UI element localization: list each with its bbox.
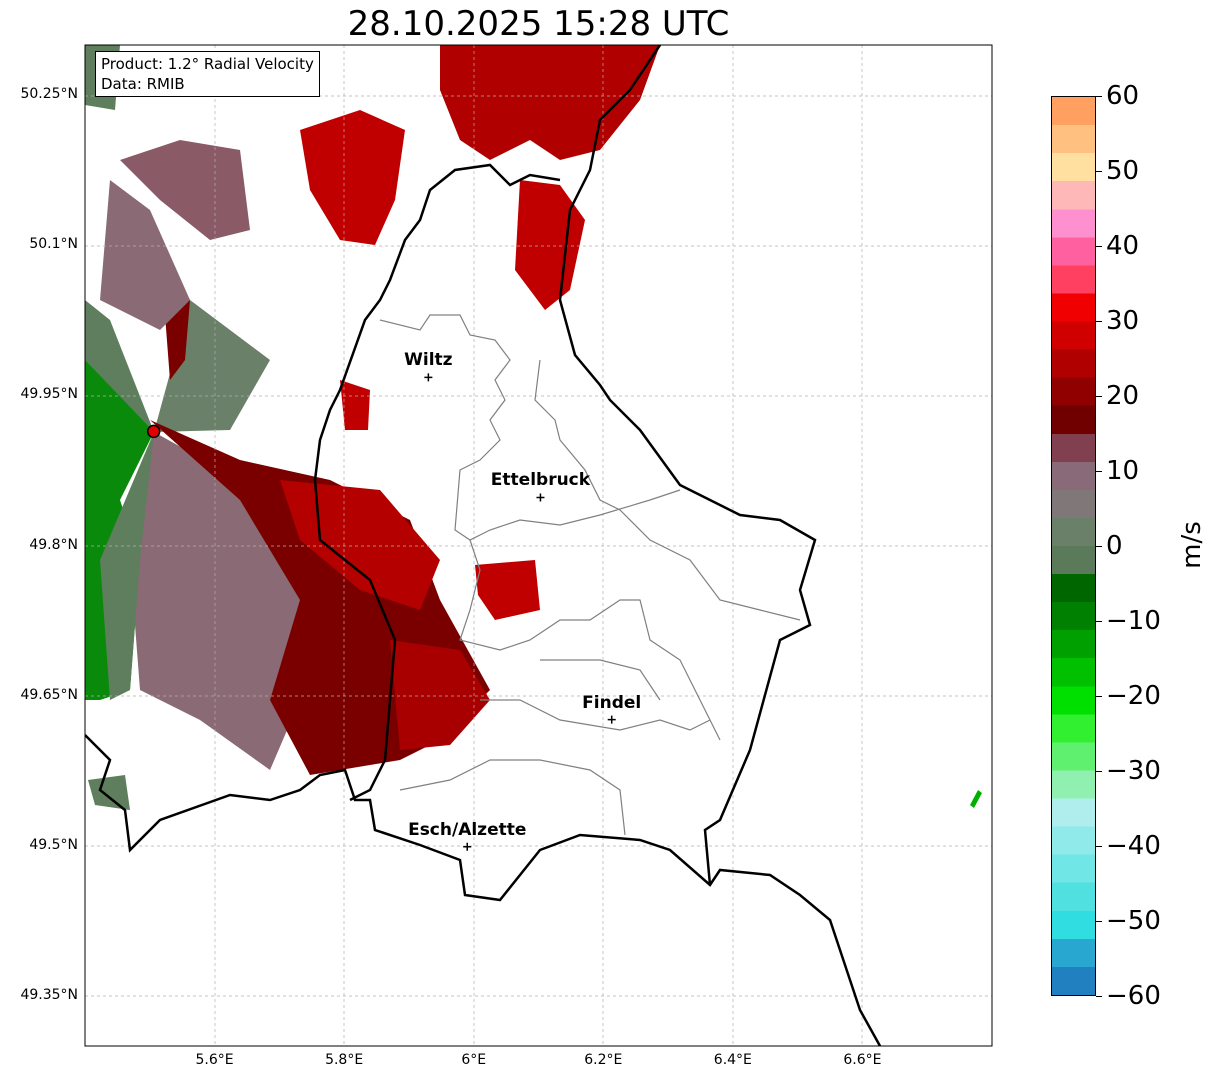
city-label: Esch/Alzette: [408, 819, 527, 840]
canton-borders: [379, 314, 681, 541]
colorbar-tick: [1096, 396, 1102, 397]
lon-tick-label: 5.8°E: [325, 1052, 364, 1068]
echo-mauve: [120, 140, 250, 240]
country-border: [313, 163, 561, 802]
colorbar-tick: [1096, 321, 1102, 322]
echo-green: [970, 790, 982, 808]
colorbar-tick-label: −50: [1106, 906, 1161, 936]
colorbar-tick-label: 40: [1106, 231, 1140, 261]
echo-red: [300, 110, 405, 245]
echo-greygreen: [88, 775, 130, 810]
echo-red: [390, 640, 490, 750]
lat-tick-label: 49.95°N: [20, 386, 78, 403]
lon-tick-label: 5.6°E: [195, 1052, 234, 1068]
city-markers: [424, 373, 616, 851]
canton-borders: [459, 539, 721, 741]
lon-tick-label: 6°E: [461, 1052, 487, 1068]
colorbar-tick-label: 60: [1106, 81, 1140, 111]
colorbar-tick: [1096, 471, 1102, 472]
city-marker-icon: [536, 493, 545, 502]
city-label: Ettelbruck: [490, 470, 591, 491]
colorbar-tick-label: 0: [1106, 531, 1123, 561]
colorbar-tick: [1096, 771, 1102, 772]
city-marker-icon: [607, 715, 616, 724]
colorbar-tick: [1096, 96, 1102, 97]
colorbar-tick-label: −10: [1106, 606, 1161, 636]
lat-tick-label: 49.8°N: [29, 536, 78, 553]
colorbar-tick: [1096, 846, 1102, 847]
lat-tick-label: 50.1°N: [29, 236, 78, 253]
colorbar-tick: [1096, 696, 1102, 697]
colorbar-tick-label: −60: [1106, 981, 1161, 1011]
colorbar-tick: [1096, 546, 1102, 547]
colorbar-tick-label: −40: [1106, 831, 1161, 861]
colorbar-tick: [1096, 246, 1102, 247]
echo-red: [475, 560, 540, 620]
data-source-label: Data: RMIB: [101, 75, 185, 93]
lat-tick-label: 50.25°N: [20, 86, 78, 103]
echo-red: [280, 480, 440, 610]
lon-tick-label: 6.6°E: [843, 1052, 882, 1068]
lat-tick-label: 49.5°N: [29, 836, 78, 853]
lon-tick-label: 6.4°E: [713, 1052, 752, 1068]
echo-red: [515, 180, 585, 310]
echo-greygreen: [100, 432, 154, 700]
product-label: Product: 1.2° Radial Velocity: [101, 55, 314, 73]
lat-tick-label: 49.35°N: [20, 986, 78, 1003]
colorbar-tick: [1096, 621, 1102, 622]
colorbar-tick: [1096, 921, 1102, 922]
colorbar-tick-label: −30: [1106, 756, 1161, 786]
colorbar: [1051, 96, 1096, 996]
echo-greygreen: [85, 300, 154, 432]
echo-red: [440, 45, 660, 160]
city-label: Findel: [582, 692, 642, 713]
lat-tick-label: 49.65°N: [20, 686, 78, 703]
canton-borders: [540, 659, 661, 701]
colorbar-tick-label: −20: [1106, 681, 1161, 711]
radar-echoes: [85, 45, 982, 810]
canton-borders: [534, 359, 801, 621]
product-info-box: Product: 1.2° Radial Velocity Data: RMIB: [95, 51, 320, 97]
lon-tick-label: 6.2°E: [584, 1052, 623, 1068]
radar-site-marker: [146, 424, 161, 439]
colorbar-unit: m/s: [1176, 521, 1207, 569]
city-label: Wiltz: [404, 350, 453, 371]
city-marker-icon: [463, 842, 472, 851]
colorbar-tick: [1096, 171, 1102, 172]
colorbar-tick-label: 10: [1106, 456, 1140, 486]
city-marker-icon: [424, 373, 433, 382]
canton-borders: [399, 759, 626, 836]
colorbar-tick-label: 20: [1106, 381, 1140, 411]
country-border: [85, 734, 882, 1046]
country-border: [558, 45, 817, 886]
map-title: 28.10.2025 15:28 UTC: [347, 4, 730, 44]
map-frame: [84, 44, 993, 1047]
echo-red: [340, 380, 370, 430]
colorbar-tick: [1096, 996, 1102, 997]
echo-mauve: [100, 180, 190, 330]
colorbar-tick-label: 30: [1106, 306, 1140, 336]
canton-borders: [480, 699, 711, 731]
colorbar-tick-label: 50: [1106, 156, 1140, 186]
